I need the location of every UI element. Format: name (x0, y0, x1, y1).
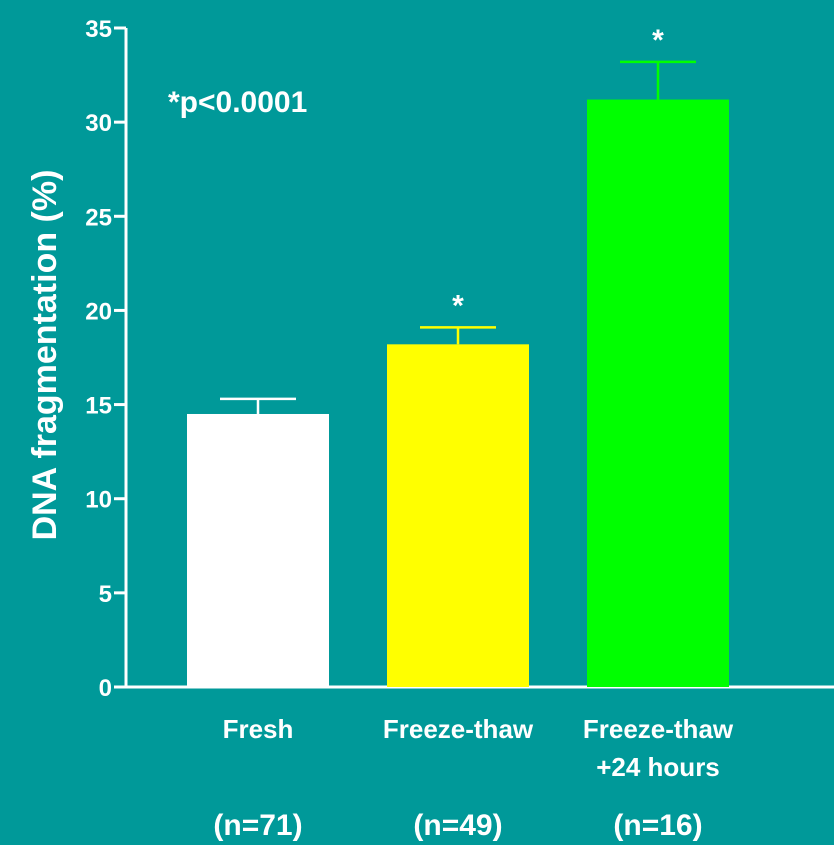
y-tick-label: 25 (85, 204, 112, 231)
y-tick-label: 35 (85, 16, 112, 43)
sample-size-label: (n=16) (613, 809, 702, 842)
significance-annotation: *p<0.0001 (168, 86, 307, 119)
y-axis-label: DNA fragmentation (%) (26, 170, 64, 541)
bar (587, 99, 729, 687)
sample-size-label: (n=49) (413, 809, 502, 842)
x-tick-labels: Fresh (n=71) Freeze-thaw (n=49) Freeze-thaw +… (213, 714, 734, 842)
y-tick-label: 15 (85, 393, 112, 420)
y-tick-label: 0 (99, 675, 112, 702)
y-tick-label: 30 (85, 110, 112, 137)
bars: ** (187, 24, 729, 687)
x-tick-label: Fresh (223, 714, 294, 744)
x-tick-label: +24 hours (596, 752, 720, 782)
sample-size-label: (n=71) (213, 809, 302, 842)
y-tick-label: 5 (99, 581, 112, 608)
y-tick-label: 20 (85, 298, 112, 325)
significance-marker: * (652, 24, 664, 57)
bar (387, 344, 529, 687)
x-tick-label: Freeze-thaw (583, 714, 734, 744)
y-tick-label: 10 (85, 487, 112, 514)
significance-marker: * (452, 289, 464, 322)
x-tick-label: Freeze-thaw (383, 714, 534, 744)
bar (187, 413, 329, 687)
